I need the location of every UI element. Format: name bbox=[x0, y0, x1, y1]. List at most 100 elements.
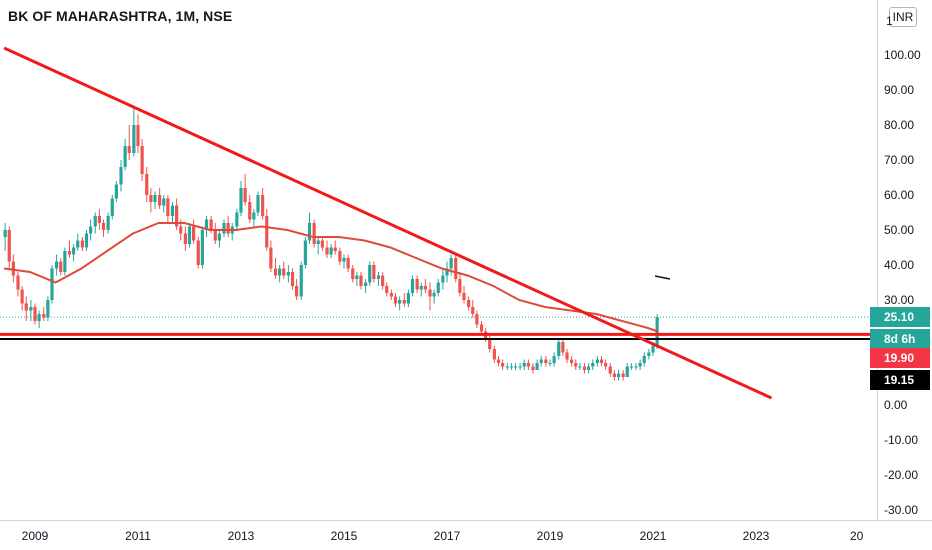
descending-trendline bbox=[3, 46, 773, 400]
candle-body bbox=[153, 195, 157, 202]
candle-body bbox=[72, 247, 76, 255]
candle-body bbox=[372, 265, 376, 279]
candle-body bbox=[522, 363, 526, 367]
candle-body bbox=[84, 233, 89, 248]
candle-body bbox=[513, 366, 518, 368]
candle-body bbox=[55, 261, 59, 269]
candle-body bbox=[552, 356, 556, 363]
level-red-badge: 19.90 bbox=[870, 348, 930, 368]
candle-body bbox=[256, 195, 260, 213]
candle-body bbox=[11, 261, 15, 276]
candle-body bbox=[303, 240, 307, 265]
candle-body bbox=[325, 247, 329, 255]
candle-body bbox=[402, 300, 406, 304]
candle-body bbox=[621, 373, 625, 377]
candle-body bbox=[445, 268, 449, 276]
candle-body bbox=[149, 195, 153, 202]
x-tick-label: 2013 bbox=[227, 529, 255, 543]
candle-body bbox=[526, 363, 530, 367]
candle-body bbox=[226, 223, 230, 234]
candle-body bbox=[406, 293, 410, 304]
y-tick-label: 50.00 bbox=[884, 223, 915, 237]
moving-average-group bbox=[3, 222, 659, 333]
candle-body bbox=[183, 233, 187, 244]
candle-body bbox=[299, 265, 303, 297]
candle-body bbox=[616, 373, 621, 377]
candle-body bbox=[531, 366, 535, 370]
candle-body bbox=[376, 275, 381, 279]
candle-body bbox=[282, 268, 286, 276]
candle-body bbox=[385, 286, 389, 293]
candle-body bbox=[239, 188, 243, 213]
y-tick-label: 70.00 bbox=[884, 153, 915, 167]
candle-body bbox=[449, 258, 453, 269]
candle-body bbox=[338, 251, 342, 262]
candle-body bbox=[320, 240, 324, 248]
candle-body bbox=[80, 240, 84, 248]
y-tick-label: -30.00 bbox=[884, 503, 919, 517]
candle-body bbox=[565, 352, 569, 360]
candle-body bbox=[110, 198, 114, 216]
candle-body bbox=[97, 216, 101, 223]
candle-body bbox=[106, 216, 110, 230]
candle-body bbox=[535, 363, 539, 370]
candle-body bbox=[599, 359, 604, 363]
candle-body bbox=[329, 247, 333, 255]
candle-body bbox=[393, 296, 398, 304]
candle-body bbox=[265, 216, 269, 248]
candle-body bbox=[37, 314, 41, 321]
candle-body bbox=[471, 307, 475, 314]
candle-body bbox=[612, 373, 616, 377]
candle-body bbox=[368, 265, 372, 283]
candle-body bbox=[398, 300, 402, 304]
y-tick-label: 30.00 bbox=[884, 293, 915, 307]
candle-body bbox=[123, 146, 127, 167]
candle-body bbox=[604, 363, 608, 367]
y-tick-label: 0.00 bbox=[884, 398, 908, 412]
candle-body bbox=[252, 212, 256, 220]
currency-button[interactable]: INR bbox=[889, 7, 917, 27]
y-tick-partial: 1 bbox=[886, 14, 893, 28]
candle-body bbox=[76, 240, 80, 248]
chart-title: BK OF MAHARASHTRA, 1M, NSE bbox=[8, 8, 233, 24]
candle-body bbox=[467, 300, 471, 307]
candle-body bbox=[595, 359, 599, 363]
candle-body bbox=[63, 251, 67, 272]
y-tick-label: 60.00 bbox=[884, 188, 915, 202]
candle-body bbox=[67, 251, 72, 255]
y-tick-label: 40.00 bbox=[884, 258, 915, 272]
candle-body bbox=[346, 258, 350, 269]
candle-body bbox=[50, 268, 54, 300]
candle-body bbox=[492, 349, 496, 360]
candle-body bbox=[458, 279, 462, 293]
candle-body bbox=[46, 300, 50, 318]
candle-body bbox=[3, 230, 7, 237]
candle-body bbox=[462, 293, 466, 300]
candle-body bbox=[570, 359, 574, 363]
candle-body bbox=[591, 363, 595, 367]
candle-body bbox=[235, 212, 239, 227]
y-tick-label: 90.00 bbox=[884, 83, 915, 97]
candle-body bbox=[59, 261, 63, 272]
candle-body bbox=[625, 366, 629, 377]
x-tick-label: 20 bbox=[850, 529, 864, 543]
candle-body bbox=[278, 268, 282, 276]
candle-body bbox=[381, 275, 385, 286]
candle-body bbox=[544, 359, 548, 363]
candle-body bbox=[428, 289, 432, 297]
y-tick-label: -20.00 bbox=[884, 468, 919, 482]
trendline-group bbox=[3, 46, 773, 400]
candle-body bbox=[140, 146, 144, 174]
candle-body bbox=[29, 307, 33, 311]
candle-body bbox=[42, 314, 46, 318]
candle-body bbox=[213, 230, 217, 241]
x-tick-label: 2009 bbox=[21, 529, 49, 543]
candle-body bbox=[307, 223, 312, 241]
candle-body bbox=[101, 223, 106, 230]
candle-body bbox=[333, 247, 337, 251]
candle-body bbox=[587, 366, 591, 370]
x-tick-label: 2011 bbox=[125, 529, 151, 543]
candle-body bbox=[355, 275, 359, 279]
candle-body bbox=[364, 282, 368, 286]
